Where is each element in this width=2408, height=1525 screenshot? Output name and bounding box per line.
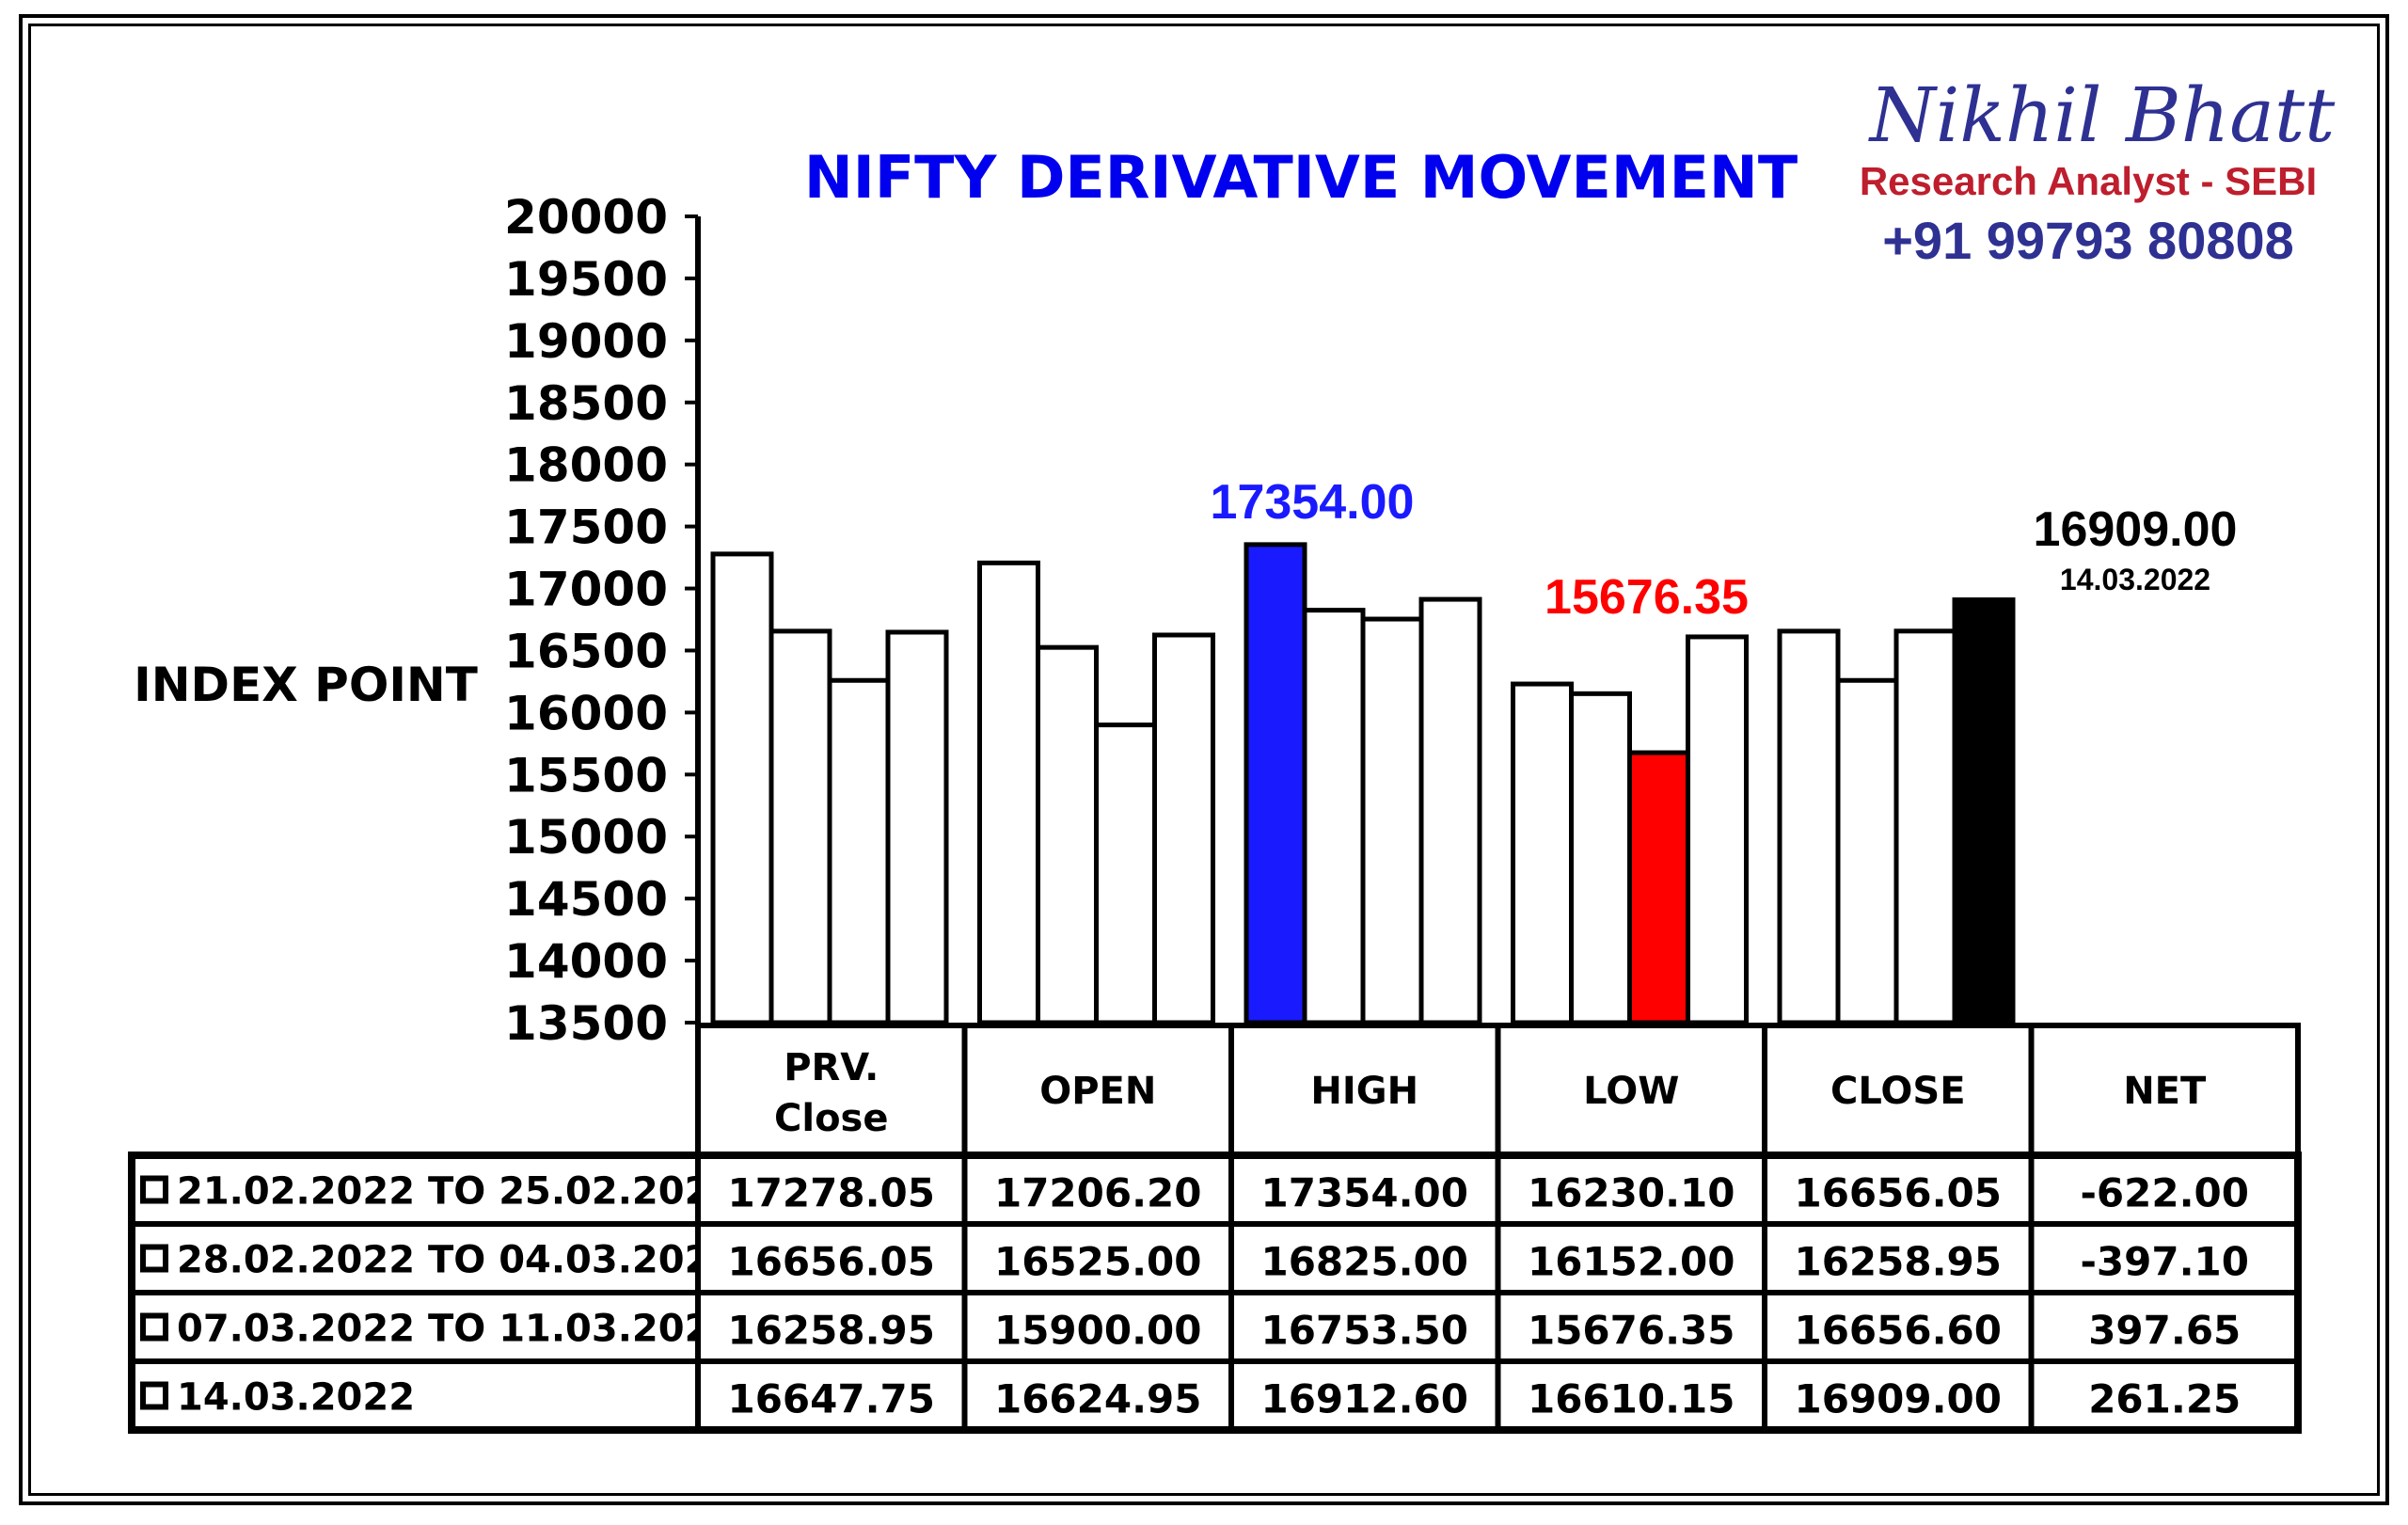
table-row-label: 28.02.2022 TO 04.03.2022 (177, 1239, 737, 1282)
brand-role: Research Analyst - SEBI (1860, 159, 2317, 203)
table-header-label: CLOSE (1830, 1070, 1966, 1113)
table-cell-value: 16230.10 (1528, 1170, 1735, 1216)
table-row-label: 14.03.2022 (177, 1376, 415, 1420)
y-axis-label: INDEX POINT (134, 658, 478, 712)
table-cell-value: 16624.95 (994, 1376, 1202, 1422)
brand-block: Nikhil Bhatt Research Analyst - SEBI +91… (1860, 71, 2336, 270)
y-tick-label: 16500 (504, 624, 668, 678)
table-cell (1495, 1358, 1767, 1433)
annotation-close-date: 14.03.2022 (2060, 563, 2210, 596)
table-cell-value: 261.25 (2088, 1376, 2241, 1422)
bar-2-3 (1418, 596, 1482, 1025)
y-tick-label: 14500 (504, 872, 668, 927)
bar-0-2 (827, 677, 891, 1025)
legend-swatch (140, 1175, 168, 1204)
table-header-cell (2028, 1023, 2301, 1158)
table-cell-value: 16909.00 (1794, 1376, 2002, 1422)
bar-2-2 (1360, 616, 1424, 1025)
annotation-low: 15676.35 (1545, 570, 1749, 625)
table-cell-value: 15900.00 (994, 1308, 1202, 1354)
y-tick-label: 18000 (504, 438, 668, 493)
table-cell-value: 16152.00 (1528, 1239, 1735, 1285)
table-cell-value: 16647.75 (727, 1376, 935, 1422)
table-cell (961, 1152, 1234, 1227)
brand-name: Nikhil Bhatt (1868, 71, 2336, 159)
bar-4-1 (1835, 677, 1899, 1025)
table-cell-value: 16610.15 (1528, 1376, 1735, 1422)
brand-phone: +91 99793 80808 (1882, 211, 2294, 270)
table-cell (1762, 1221, 2035, 1295)
table-cell-value: 17278.05 (727, 1170, 935, 1216)
table-border (128, 1152, 2302, 1434)
table-header-label: OPEN (1039, 1070, 1156, 1113)
table-cell-value: 16656.05 (1794, 1170, 2002, 1216)
bar-1-1 (1036, 644, 1099, 1025)
table-header-cell (1228, 1023, 1501, 1158)
y-tick-label: 18500 (504, 376, 668, 431)
bar-4-0 (1777, 628, 1841, 1025)
table-cell-value: 16258.95 (1794, 1239, 2002, 1285)
table-cell-value: 17354.00 (1260, 1170, 1468, 1216)
y-tick-label: 19500 (504, 252, 668, 307)
legend-swatch (140, 1381, 168, 1410)
bar-3-1 (1569, 691, 1632, 1025)
y-tick-label: 13500 (504, 996, 668, 1051)
table-cell-value: -622.00 (2080, 1170, 2249, 1216)
bar-1-0 (977, 560, 1040, 1025)
bar-4-3 (1952, 597, 2016, 1025)
table-cell-value: 397.65 (2088, 1308, 2241, 1354)
table-cell-value: -397.10 (2080, 1239, 2249, 1285)
bar-2-0 (1244, 542, 1307, 1025)
legend-swatch (140, 1312, 168, 1342)
annotation-high: 17354.00 (1211, 475, 1415, 530)
table-cell-value: 16258.95 (727, 1308, 935, 1354)
chart-frame (28, 24, 2380, 1496)
table-cell-value: 16753.50 (1260, 1308, 1468, 1354)
y-tick-label: 15000 (504, 810, 668, 865)
y-tick-label: 19000 (504, 314, 668, 369)
bar-0-3 (885, 629, 949, 1025)
table-cell-value: 16525.00 (994, 1239, 1202, 1285)
table-row-label: 21.02.2022 TO 25.02.2022 (177, 1170, 737, 1214)
table-header-label: HIGH (1310, 1070, 1418, 1113)
bar-1-3 (1152, 632, 1215, 1025)
bar-0-1 (768, 628, 832, 1025)
bar-3-0 (1511, 681, 1574, 1025)
table-cell (1495, 1290, 1767, 1364)
y-tick-label: 17000 (504, 563, 668, 617)
y-tick-label: 17500 (504, 500, 668, 555)
bar-4-2 (1893, 628, 1957, 1025)
y-tick-label: 16000 (504, 686, 668, 740)
table-header-cell (695, 1023, 968, 1158)
table-cell-value: 17206.20 (994, 1170, 1202, 1216)
y-tick-label: 14000 (504, 934, 668, 989)
legend-swatch (140, 1244, 168, 1273)
bar-3-2 (1627, 750, 1690, 1025)
y-tick-label: 20000 (504, 190, 668, 245)
table-cell (961, 1221, 1234, 1295)
annotation-close: 16909.00 (2034, 502, 2238, 557)
table-cell-value: 16912.60 (1260, 1376, 1468, 1422)
chart-title: NIFTY DERIVATIVE MOVEMENT (804, 143, 1798, 212)
table-cell (2028, 1358, 2301, 1433)
bar-1-2 (1094, 723, 1157, 1025)
bar-0-0 (710, 551, 774, 1025)
table-cell-value: 15676.35 (1528, 1308, 1735, 1354)
table-header-label: LOW (1583, 1070, 1679, 1113)
bar-2-1 (1302, 608, 1366, 1025)
bar-3-3 (1686, 634, 1749, 1025)
table-header-label: NET (2123, 1070, 2207, 1113)
y-tick-label: 15500 (504, 748, 668, 802)
table-cell-value: 16656.60 (1794, 1308, 2002, 1354)
table-header-label: PRV. (784, 1046, 879, 1089)
table-cell-value: 16656.05 (727, 1239, 935, 1285)
table-row-label: 07.03.2022 TO 11.03.2022 (177, 1308, 737, 1351)
table-header-label: Close (774, 1097, 888, 1140)
table-cell-value: 16825.00 (1260, 1239, 1468, 1285)
